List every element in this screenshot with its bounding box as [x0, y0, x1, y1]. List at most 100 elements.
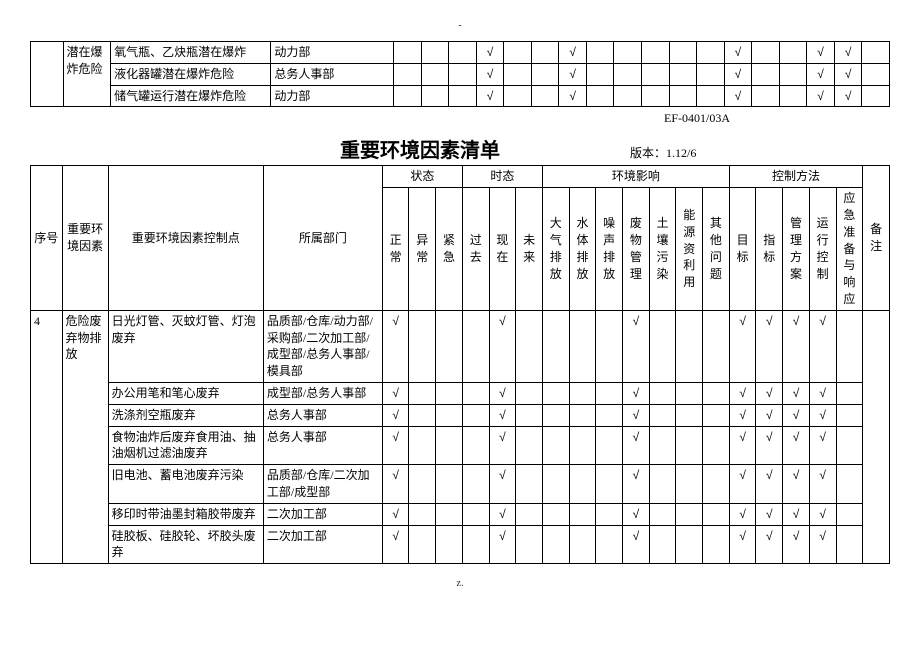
check-cell [642, 85, 670, 107]
check-cell [516, 382, 543, 404]
check-cell [462, 503, 489, 525]
check-cell: √ [783, 465, 810, 504]
check-cell [531, 42, 559, 64]
row-dept: 总务人事部 [263, 426, 382, 465]
hdr-sub: 目标 [729, 188, 756, 311]
check-cell [586, 42, 614, 64]
check-cell [436, 465, 463, 504]
check-cell [669, 85, 697, 107]
check-cell: √ [807, 42, 835, 64]
check-cell: √ [729, 503, 756, 525]
hdr-sub: 正常 [382, 188, 409, 311]
check-cell [649, 465, 676, 504]
check-cell: √ [807, 85, 835, 107]
check-cell: √ [489, 404, 516, 426]
top-control-point: 液化器罐潜在爆炸危险 [111, 63, 271, 85]
check-cell [462, 382, 489, 404]
check-cell [504, 85, 532, 107]
check-cell [542, 310, 569, 382]
check-cell [409, 503, 436, 525]
check-cell [649, 426, 676, 465]
check-cell: √ [809, 525, 836, 564]
check-cell: √ [476, 63, 504, 85]
check-cell: √ [724, 85, 752, 107]
check-cell: √ [623, 503, 650, 525]
hdr-method-group: 控制方法 [729, 166, 862, 188]
check-cell [649, 310, 676, 382]
check-cell: √ [729, 382, 756, 404]
row-control: 日光灯管、灭蚊灯管、灯泡废弃 [108, 310, 263, 382]
check-cell [676, 426, 703, 465]
row-control: 移印时带油墨封箱胶带废弃 [108, 503, 263, 525]
check-cell [836, 404, 863, 426]
row-dept: 二次加工部 [263, 525, 382, 564]
hdr-sub: 运行控制 [809, 188, 836, 311]
check-cell: √ [382, 310, 409, 382]
check-cell: √ [489, 465, 516, 504]
check-cell [542, 382, 569, 404]
check-cell [676, 465, 703, 504]
check-cell: √ [729, 525, 756, 564]
top-dot: - [30, 20, 890, 31]
check-cell [779, 63, 807, 85]
check-cell [676, 310, 703, 382]
title-row: 重要环境因素清单 版本：1.12/6 [30, 134, 890, 163]
check-cell: √ [756, 382, 783, 404]
check-cell [516, 426, 543, 465]
check-cell [752, 63, 780, 85]
check-cell: √ [834, 42, 862, 64]
hdr-seq: 序号 [31, 166, 63, 310]
check-cell [596, 426, 623, 465]
check-cell [779, 42, 807, 64]
check-cell [531, 63, 559, 85]
top-dept: 总务人事部 [271, 63, 394, 85]
row-dept: 成型部/总务人事部 [263, 382, 382, 404]
check-cell: √ [382, 525, 409, 564]
row-control: 硅胶板、硅胶轮、坏胶头废弃 [108, 525, 263, 564]
hdr-sub: 能源资利用 [676, 188, 703, 311]
check-cell [642, 63, 670, 85]
check-cell [649, 382, 676, 404]
check-cell: √ [729, 404, 756, 426]
check-cell: √ [756, 404, 783, 426]
row-dept: 总务人事部 [263, 404, 382, 426]
check-cell: √ [476, 85, 504, 107]
hdr-control: 重要环境因素控制点 [108, 166, 263, 310]
check-cell [697, 85, 725, 107]
check-cell [676, 382, 703, 404]
check-cell [836, 503, 863, 525]
check-cell [449, 85, 477, 107]
check-cell: √ [623, 426, 650, 465]
row-control: 办公用笔和笔心废弃 [108, 382, 263, 404]
check-cell: √ [783, 525, 810, 564]
check-cell [596, 310, 623, 382]
top-control-point: 储气罐运行潜在爆炸危险 [111, 85, 271, 107]
check-cell [649, 525, 676, 564]
check-cell [409, 310, 436, 382]
check-cell [586, 63, 614, 85]
check-cell [703, 426, 730, 465]
check-cell [531, 85, 559, 107]
hdr-factor: 重要环境因素 [62, 166, 108, 310]
hdr-sub: 大气排放 [542, 188, 569, 311]
check-cell [836, 525, 863, 564]
check-cell: √ [809, 310, 836, 382]
check-cell: √ [559, 42, 587, 64]
check-cell [542, 503, 569, 525]
check-cell [569, 426, 596, 465]
bottom-dot: z. [30, 578, 890, 589]
check-cell [649, 404, 676, 426]
page-title: 重要环境因素清单 [210, 134, 630, 163]
check-cell [752, 85, 780, 107]
check-cell: √ [382, 426, 409, 465]
check-cell [409, 465, 436, 504]
hdr-dept: 所属部门 [263, 166, 382, 310]
check-cell [703, 525, 730, 564]
check-cell: √ [382, 404, 409, 426]
check-cell: √ [783, 310, 810, 382]
top-dept: 动力部 [271, 42, 394, 64]
check-cell [614, 63, 642, 85]
hdr-sub: 现在 [489, 188, 516, 311]
check-cell: √ [559, 85, 587, 107]
check-cell [436, 310, 463, 382]
